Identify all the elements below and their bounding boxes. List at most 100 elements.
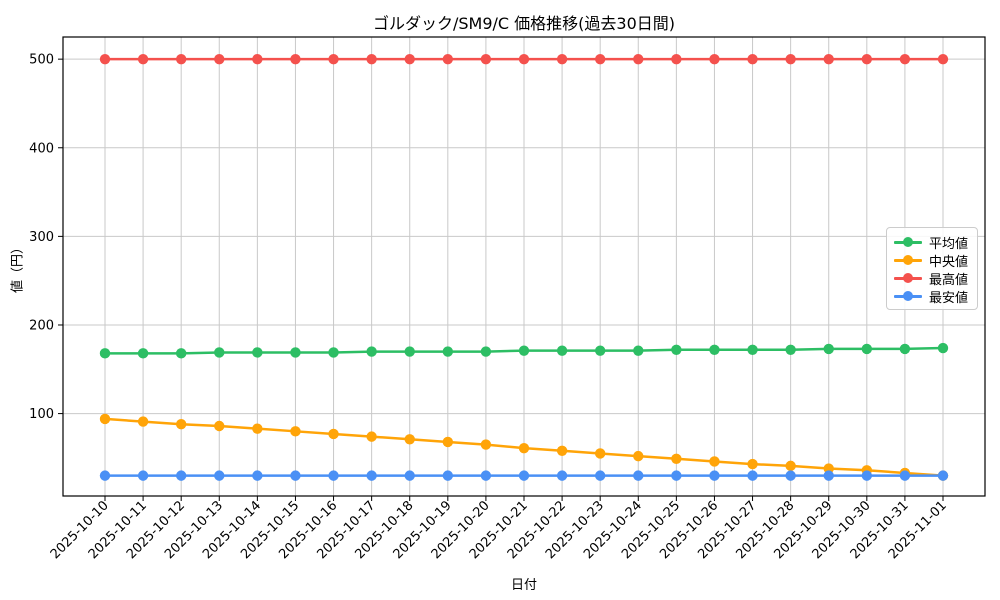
data-point-max — [252, 53, 263, 65]
data-point-average — [633, 345, 644, 356]
data-point-min — [556, 470, 568, 481]
data-point-min — [328, 470, 339, 481]
data-point-average — [823, 343, 834, 355]
data-point-min — [899, 470, 911, 481]
data-point-max — [214, 53, 225, 65]
legend-item-median: 中央値 — [894, 251, 970, 270]
legend-label-min: 最安値 — [929, 290, 969, 306]
data-point-max — [899, 53, 911, 65]
data-point-min — [404, 470, 415, 481]
data-point-min — [785, 470, 796, 481]
plot-spines — [62, 36, 986, 497]
data-point-max — [937, 53, 949, 65]
data-point-average — [671, 344, 682, 355]
data-point-median — [709, 456, 720, 467]
y-tick-label: 300 — [29, 230, 54, 245]
chart-title: ゴルダック/SM9/C 価格推移(過去30日間) — [372, 14, 676, 33]
data-point-min — [747, 470, 758, 481]
data-point-min — [175, 470, 187, 481]
data-point-median — [480, 439, 492, 450]
data-point-average — [214, 347, 225, 358]
data-point-median — [99, 413, 111, 425]
data-point-average — [480, 346, 492, 357]
data-point-median — [671, 453, 682, 464]
data-point-median — [442, 436, 454, 448]
data-point-average — [366, 346, 377, 357]
data-point-max — [861, 53, 873, 65]
legend-label-max: 最高値 — [929, 272, 969, 288]
data-point-min — [671, 470, 682, 481]
data-point-max — [594, 53, 606, 65]
data-point-median — [252, 423, 263, 434]
legend-label-average: 平均値 — [929, 236, 969, 252]
data-point-median — [556, 445, 568, 457]
data-point-max — [404, 53, 415, 65]
data-point-max — [556, 53, 568, 65]
legend-marker-median — [894, 255, 922, 265]
data-point-max — [290, 53, 301, 65]
data-point-min — [252, 470, 263, 481]
data-point-average — [518, 345, 530, 356]
data-point-median — [404, 434, 415, 445]
data-point-min — [633, 470, 644, 481]
data-point-average — [747, 344, 758, 355]
y-axis-label: 値（円） — [10, 240, 26, 294]
data-point-min — [137, 470, 149, 481]
data-point-average — [556, 345, 568, 356]
data-point-max — [366, 53, 377, 65]
legend-label-median: 中央値 — [929, 254, 969, 270]
data-point-average — [899, 343, 911, 355]
data-point-max — [671, 53, 682, 65]
data-point-min — [442, 470, 454, 481]
data-point-median — [366, 431, 377, 442]
legend-item-min: 最安値 — [894, 287, 970, 306]
data-point-average — [175, 348, 187, 359]
data-point-max — [823, 53, 834, 65]
data-point-average — [137, 348, 149, 359]
data-point-average — [328, 347, 339, 358]
data-point-average — [252, 347, 263, 358]
data-point-min — [214, 470, 225, 481]
data-point-min — [594, 470, 606, 481]
data-point-average — [861, 343, 873, 355]
data-point-average — [594, 345, 606, 356]
data-point-median — [328, 428, 339, 440]
legend-marker-max — [894, 273, 922, 283]
data-point-max — [633, 53, 644, 65]
legend: 平均値中央値最高値最安値 — [886, 227, 978, 310]
y-tick-label: 200 — [29, 318, 54, 333]
data-point-max — [480, 53, 492, 65]
data-point-median — [594, 448, 606, 459]
legend-marker-average — [894, 237, 922, 247]
data-point-max — [137, 53, 149, 65]
data-point-min — [823, 470, 834, 481]
data-point-max — [518, 53, 530, 65]
data-point-max — [175, 53, 187, 65]
data-point-max — [747, 53, 758, 65]
data-point-max — [785, 53, 796, 65]
y-tick-label: 400 — [29, 141, 54, 156]
data-point-max — [709, 53, 720, 65]
data-point-median — [633, 450, 644, 462]
data-point-average — [404, 346, 415, 357]
data-point-median — [747, 458, 758, 470]
y-tick-label: 100 — [29, 407, 54, 422]
data-point-max — [442, 53, 454, 65]
data-point-average — [442, 346, 454, 357]
data-point-average — [785, 344, 796, 355]
data-point-min — [366, 470, 377, 481]
data-point-min — [99, 470, 111, 481]
data-point-average — [937, 342, 949, 354]
data-point-min — [480, 470, 492, 481]
data-point-median — [290, 426, 301, 437]
legend-item-average: 平均値 — [894, 233, 970, 252]
data-point-average — [290, 347, 301, 358]
legend-item-max: 最高値 — [894, 269, 970, 288]
legend-marker-min — [894, 291, 922, 301]
data-point-average — [99, 348, 111, 359]
data-point-max — [99, 53, 111, 65]
data-point-median — [518, 442, 530, 454]
data-point-min — [709, 470, 720, 481]
